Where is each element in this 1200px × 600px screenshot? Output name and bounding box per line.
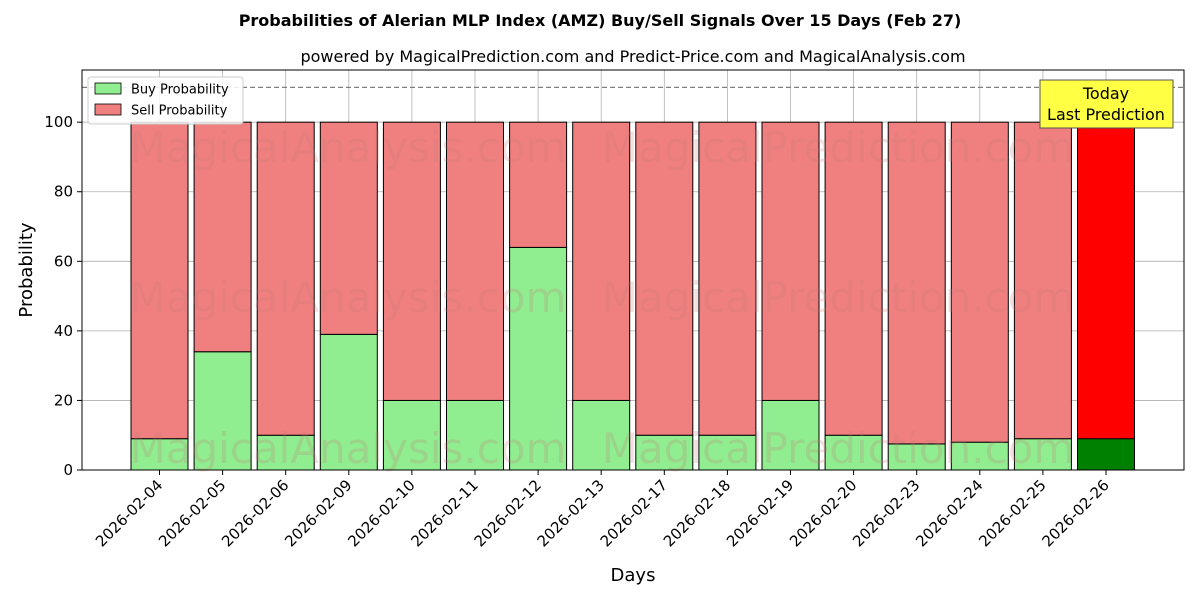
legend-label-buy: Buy Probability bbox=[131, 83, 229, 98]
x-tick-label: 2026-02-20 bbox=[786, 476, 860, 550]
x-tick-label: 2026-02-13 bbox=[534, 476, 608, 550]
legend: Buy Probability Sell Probability bbox=[87, 76, 244, 125]
y-tick-label: 20 bbox=[54, 391, 73, 409]
bar-sell-2026-02-09 bbox=[319, 121, 378, 335]
x-tick-label: 2026-02-26 bbox=[1038, 476, 1112, 550]
x-axis: 2026-02-042026-02-052026-02-062026-02-09… bbox=[92, 470, 1113, 550]
bar-buy-2026-02-19 bbox=[761, 399, 820, 471]
legend-label-sell: Sell Probability bbox=[131, 104, 228, 119]
x-tick-label: 2026-02-24 bbox=[912, 476, 986, 550]
watermark-text: MagicalPrediction.com bbox=[602, 273, 1075, 322]
y-axis-label: Probability bbox=[16, 222, 37, 317]
bar-sell-2026-02-04 bbox=[130, 121, 189, 440]
bar-sell-2026-02-24 bbox=[950, 121, 1009, 443]
y-tick-label: 0 bbox=[63, 461, 73, 479]
y-axis: 0 20 40 60 80 100 bbox=[44, 113, 82, 479]
legend-box bbox=[87, 76, 244, 125]
today-annotation-line2: Last Prediction bbox=[1047, 105, 1165, 124]
watermark-text: MagicalAnalysis.com bbox=[130, 273, 567, 322]
bar-sell-2026-02-17 bbox=[635, 121, 694, 436]
legend-swatch-buy bbox=[94, 82, 122, 95]
chart-subtitle: powered by MagicalPrediction.com and Pre… bbox=[300, 47, 965, 66]
bar-buy-2026-02-23 bbox=[887, 443, 946, 471]
x-axis-label: Days bbox=[611, 565, 656, 586]
x-tick-label: 2026-02-18 bbox=[660, 476, 734, 550]
bar-sell-2026-02-26 bbox=[1077, 121, 1135, 440]
watermark-text: MagicalAnalysis.com bbox=[130, 123, 567, 172]
bar-buy-2026-02-20 bbox=[824, 434, 883, 471]
x-tick-label: 2026-02-12 bbox=[471, 476, 545, 550]
bar-sell-2026-02-19 bbox=[761, 121, 820, 401]
bar-sell-2026-02-10 bbox=[382, 121, 441, 401]
x-tick-label: 2026-02-10 bbox=[344, 476, 418, 550]
today-annotation: Today Last Prediction bbox=[1039, 79, 1174, 129]
x-tick-label: 2026-02-19 bbox=[723, 476, 797, 550]
y-tick-label: 80 bbox=[54, 183, 73, 201]
watermark-text: MagicalPrediction.com bbox=[602, 123, 1075, 172]
legend-swatch-sell bbox=[94, 103, 122, 116]
bar-sell-2026-02-13 bbox=[572, 121, 631, 401]
x-tick-label: 2026-02-11 bbox=[407, 476, 481, 550]
bar-buy-2026-02-13 bbox=[572, 399, 631, 471]
bar-buy-2026-02-26 bbox=[1077, 438, 1135, 471]
bar-sell-2026-02-18 bbox=[698, 121, 757, 436]
bar-sell-2026-02-20 bbox=[824, 121, 883, 436]
bar-buy-2026-02-09 bbox=[319, 333, 378, 471]
today-annotation-box bbox=[1039, 79, 1174, 129]
y-tick-label: 60 bbox=[54, 252, 73, 270]
y-tick-label: 100 bbox=[44, 113, 73, 131]
watermark-text: MagicalAnalysis.com bbox=[130, 424, 567, 473]
bar-buy-2026-02-06 bbox=[256, 434, 315, 471]
bar-buy-2026-02-12 bbox=[509, 246, 568, 471]
plot-frame bbox=[81, 69, 1185, 471]
x-tick-label: 2026-02-09 bbox=[281, 476, 355, 550]
x-tick-label: 2026-02-04 bbox=[92, 476, 166, 550]
bar-buy-2026-02-05 bbox=[193, 351, 252, 471]
chart-title: Probabilities of Alerian MLP Index (AMZ)… bbox=[239, 11, 962, 30]
today-annotation-line1: Today bbox=[1082, 84, 1129, 103]
bar-sell-2026-02-23 bbox=[887, 121, 946, 445]
bar-sell-2026-02-06 bbox=[256, 121, 315, 436]
bar-sell-2026-02-11 bbox=[446, 121, 504, 401]
x-tick-label: 2026-02-06 bbox=[218, 476, 292, 550]
bar-buy-2026-02-10 bbox=[382, 399, 441, 471]
bar-buy-2026-02-18 bbox=[698, 434, 757, 471]
bars bbox=[130, 121, 1135, 471]
bar-sell-2026-02-25 bbox=[1013, 121, 1072, 440]
watermarks: MagicalAnalysis.com MagicalPrediction.com… bbox=[130, 123, 1075, 473]
x-tick-label: 2026-02-17 bbox=[597, 476, 671, 550]
bar-buy-2026-02-11 bbox=[446, 399, 504, 471]
y-tick-label: 40 bbox=[54, 322, 73, 340]
bar-sell-2026-02-12 bbox=[509, 121, 568, 248]
bar-buy-2026-02-17 bbox=[635, 434, 694, 471]
x-tick-label: 2026-02-23 bbox=[849, 476, 923, 550]
x-tick-label: 2026-02-05 bbox=[155, 476, 229, 550]
x-tick-label: 2026-02-25 bbox=[975, 476, 1049, 550]
watermark-text: MagicalPrediction.com bbox=[602, 424, 1075, 473]
